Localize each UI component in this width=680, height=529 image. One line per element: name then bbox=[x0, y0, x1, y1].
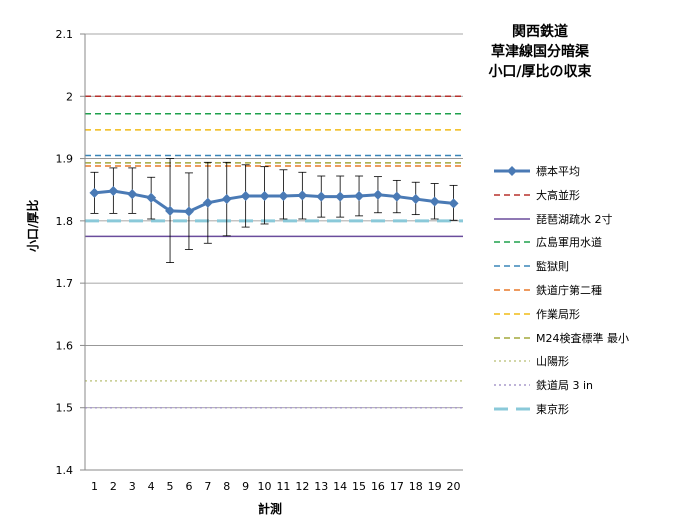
legend-label: 東京形 bbox=[536, 402, 569, 416]
x-tick-label: 18 bbox=[409, 480, 423, 493]
x-tick-label: 8 bbox=[223, 480, 230, 493]
data-point bbox=[297, 190, 308, 201]
chart-title: 関西鉄道 草津線国分暗渠 小口/厚比の収束 bbox=[470, 22, 610, 82]
y-tick-label: 1.7 bbox=[56, 277, 74, 290]
legend-label: 山陽形 bbox=[536, 355, 569, 369]
x-tick-label: 14 bbox=[333, 480, 347, 493]
data-point bbox=[316, 191, 327, 202]
x-tick-label: 11 bbox=[276, 480, 290, 493]
chart-title-line: 関西鉄道 bbox=[512, 24, 568, 40]
legend-label: 作業局形 bbox=[536, 307, 580, 321]
data-point bbox=[354, 190, 365, 201]
legend-swatch bbox=[494, 166, 530, 176]
y-tick-label: 2.1 bbox=[56, 28, 74, 41]
legend-swatch-marker bbox=[507, 166, 517, 176]
legend-label: 監獄則 bbox=[536, 260, 569, 274]
legend-label: 標本平均 bbox=[536, 165, 580, 178]
legend-label: 鉄道庁第二種 bbox=[536, 283, 602, 297]
x-tick-labels: 1 2 3 4 5 6 7 8 9 10 11 12 13 14 15 16 17 18 19 20 bbox=[91, 480, 461, 493]
legend-swatch bbox=[494, 407, 530, 411]
x-tick-label: 10 bbox=[258, 480, 272, 493]
legend-item: 鉄道局 3 in bbox=[494, 376, 674, 400]
legend-swatch bbox=[494, 217, 530, 220]
gridlines bbox=[85, 33, 463, 471]
data-point bbox=[410, 194, 421, 205]
legend-item: 広島軍用水道 bbox=[494, 233, 674, 257]
data-point bbox=[165, 205, 176, 216]
legend-label: 広島軍用水道 bbox=[536, 236, 602, 250]
data-point bbox=[146, 192, 157, 203]
legend-swatch bbox=[494, 384, 530, 386]
x-tick-label: 13 bbox=[314, 480, 328, 493]
legend-item: 作業局形 bbox=[494, 305, 674, 329]
legend-swatch bbox=[494, 241, 530, 244]
legend-swatch bbox=[494, 313, 530, 315]
y-tick-labels: 1.4 1.5 1.6 1.7 1.8 1.9 2 2.1 bbox=[56, 28, 74, 477]
legend-item: M24検査標準 最小 bbox=[494, 329, 674, 353]
data-point bbox=[240, 190, 251, 201]
x-tick-label: 2 bbox=[110, 480, 117, 493]
legend-item: 標本平均 bbox=[494, 162, 674, 186]
legend-swatch bbox=[494, 289, 530, 291]
y-tick-label: 1.4 bbox=[56, 464, 74, 477]
data-point bbox=[183, 206, 194, 217]
legend-label: 琵琶湖疏水 2寸 bbox=[536, 212, 613, 226]
x-tick-label: 9 bbox=[242, 480, 249, 493]
legend-item: 監獄則 bbox=[494, 257, 674, 281]
y-tick-label: 1.8 bbox=[56, 215, 74, 228]
series-line bbox=[94, 189, 454, 214]
x-tick-label: 3 bbox=[129, 480, 136, 493]
legend-label: M24検査標準 最小 bbox=[536, 331, 629, 345]
x-tick-label: 19 bbox=[428, 480, 442, 493]
x-tick-label: 15 bbox=[352, 480, 366, 493]
data-point bbox=[448, 198, 459, 209]
data-point bbox=[202, 197, 213, 208]
x-tick-label: 12 bbox=[295, 480, 309, 493]
legend-item: 鉄道庁第二種 bbox=[494, 281, 674, 305]
data-point bbox=[221, 194, 232, 205]
y-tick-label: 2 bbox=[66, 90, 73, 103]
y-tick-label: 1.5 bbox=[56, 402, 74, 415]
data-point bbox=[108, 185, 119, 196]
x-axis-title: 計測 bbox=[258, 502, 283, 516]
x-tick-label: 20 bbox=[447, 480, 461, 493]
x-tick-label: 16 bbox=[371, 480, 385, 493]
axes bbox=[80, 33, 463, 471]
y-tick-label: 1.9 bbox=[56, 153, 74, 166]
data-point bbox=[278, 190, 289, 201]
chart-title-line: 草津線国分暗渠 bbox=[491, 44, 589, 60]
legend-item: 大高並形 bbox=[494, 186, 674, 210]
error-bars bbox=[90, 158, 458, 263]
chart-title-line: 小口/厚比の収束 bbox=[488, 64, 592, 80]
legend-item: 東京形 bbox=[494, 400, 674, 424]
data-point bbox=[259, 190, 270, 201]
legend-swatch bbox=[494, 265, 530, 267]
data-point bbox=[335, 191, 346, 202]
x-tick-label: 6 bbox=[185, 480, 192, 493]
legend-swatch bbox=[494, 360, 530, 363]
x-tick-label: 5 bbox=[167, 480, 174, 493]
x-tick-label: 17 bbox=[390, 480, 404, 493]
data-point bbox=[372, 189, 383, 200]
x-tick-label: 7 bbox=[204, 480, 211, 493]
data-point bbox=[391, 191, 402, 202]
legend-swatch bbox=[494, 336, 530, 339]
legend-item: 琵琶湖疏水 2寸 bbox=[494, 210, 674, 234]
sample-mean-series bbox=[89, 185, 459, 217]
legend-swatch bbox=[494, 194, 530, 196]
y-axis-title: 小口/厚比 bbox=[26, 199, 40, 252]
legend-label: 大高並形 bbox=[536, 188, 580, 202]
y-tick-label: 1.6 bbox=[56, 339, 74, 352]
data-point bbox=[429, 196, 440, 207]
data-point bbox=[127, 189, 138, 200]
legend-item: 山陽形 bbox=[494, 352, 674, 376]
legend: 標本平均大高並形琵琶湖疏水 2寸 広島軍用水道 監獄則鉄道庁第二種 作業局形 M24検査… bbox=[494, 162, 674, 424]
reference-lines bbox=[85, 95, 463, 409]
x-tick-label: 1 bbox=[91, 480, 98, 493]
legend-label: 鉄道局 3 in bbox=[536, 379, 594, 393]
data-point bbox=[89, 187, 100, 198]
x-tick-label: 4 bbox=[148, 480, 155, 493]
